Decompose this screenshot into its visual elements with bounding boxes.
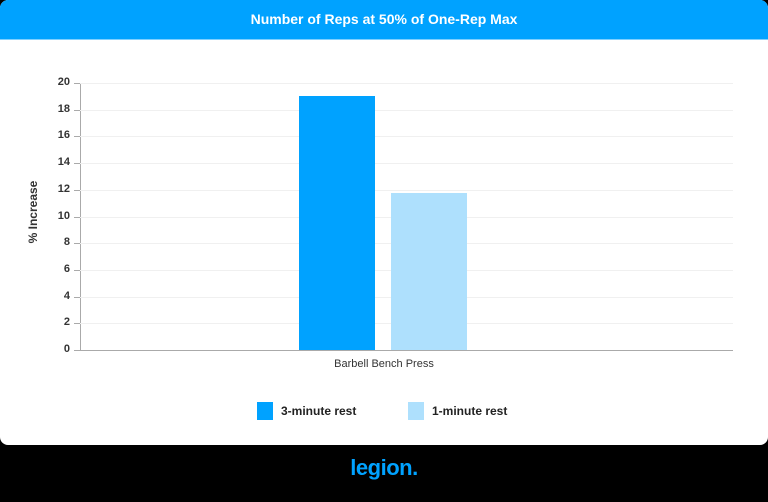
legend-swatch-icon (408, 402, 424, 420)
plot-area: 0 2 4 6 8 10 12 14 16 18 20 (58, 76, 733, 355)
y-tick-label: 0 (63, 343, 70, 355)
y-tick-label: 16 (57, 129, 70, 142)
gridline (80, 136, 733, 138)
y-tick (74, 163, 80, 165)
y-tick (74, 350, 80, 351)
y-tick-label: 6 (63, 262, 70, 275)
y-tick (74, 136, 80, 138)
y-tick (74, 83, 80, 84)
y-tick (74, 296, 80, 298)
gridline (80, 83, 733, 84)
legend-item-3-minute-rest: 3-minute rest (257, 402, 356, 420)
x-category-label: Barbell Bench Press (334, 358, 434, 370)
y-tick-label: 20 (57, 76, 70, 88)
y-tick-label: 14 (57, 156, 70, 169)
gridline (80, 163, 733, 165)
legion-logo: legion. (350, 455, 418, 480)
y-tick (74, 109, 80, 111)
gridline (80, 109, 733, 111)
chart-title: Number of Reps at 50% of One-Rep Max (0, 0, 768, 40)
y-tick-label: 10 (57, 209, 70, 222)
y-tick-label: 2 (63, 316, 70, 329)
legend-swatch-icon (257, 402, 273, 420)
legend-label: 1-minute rest (432, 404, 508, 418)
y-tick (74, 269, 80, 271)
y-tick (74, 216, 80, 218)
y-tick-label: 12 (57, 182, 70, 195)
legend-label: 3-minute rest (281, 404, 357, 418)
legend: 3-minute rest 1-minute rest (0, 402, 768, 420)
y-tick-label: 18 (57, 102, 70, 115)
x-axis-line (80, 350, 733, 351)
bar-3-minute-rest (299, 96, 375, 350)
chart-card: Number of Reps at 50% of One-Rep Max % I… (0, 0, 768, 445)
y-tick-label: 4 (63, 289, 70, 302)
y-tick-label: 8 (63, 236, 70, 249)
y-tick (74, 189, 80, 191)
y-tick (74, 323, 80, 325)
legend-item-1-minute-rest: 1-minute rest (408, 402, 507, 420)
y-tick (74, 243, 80, 245)
gridline (80, 189, 733, 191)
bar-1-minute-rest (391, 193, 467, 350)
